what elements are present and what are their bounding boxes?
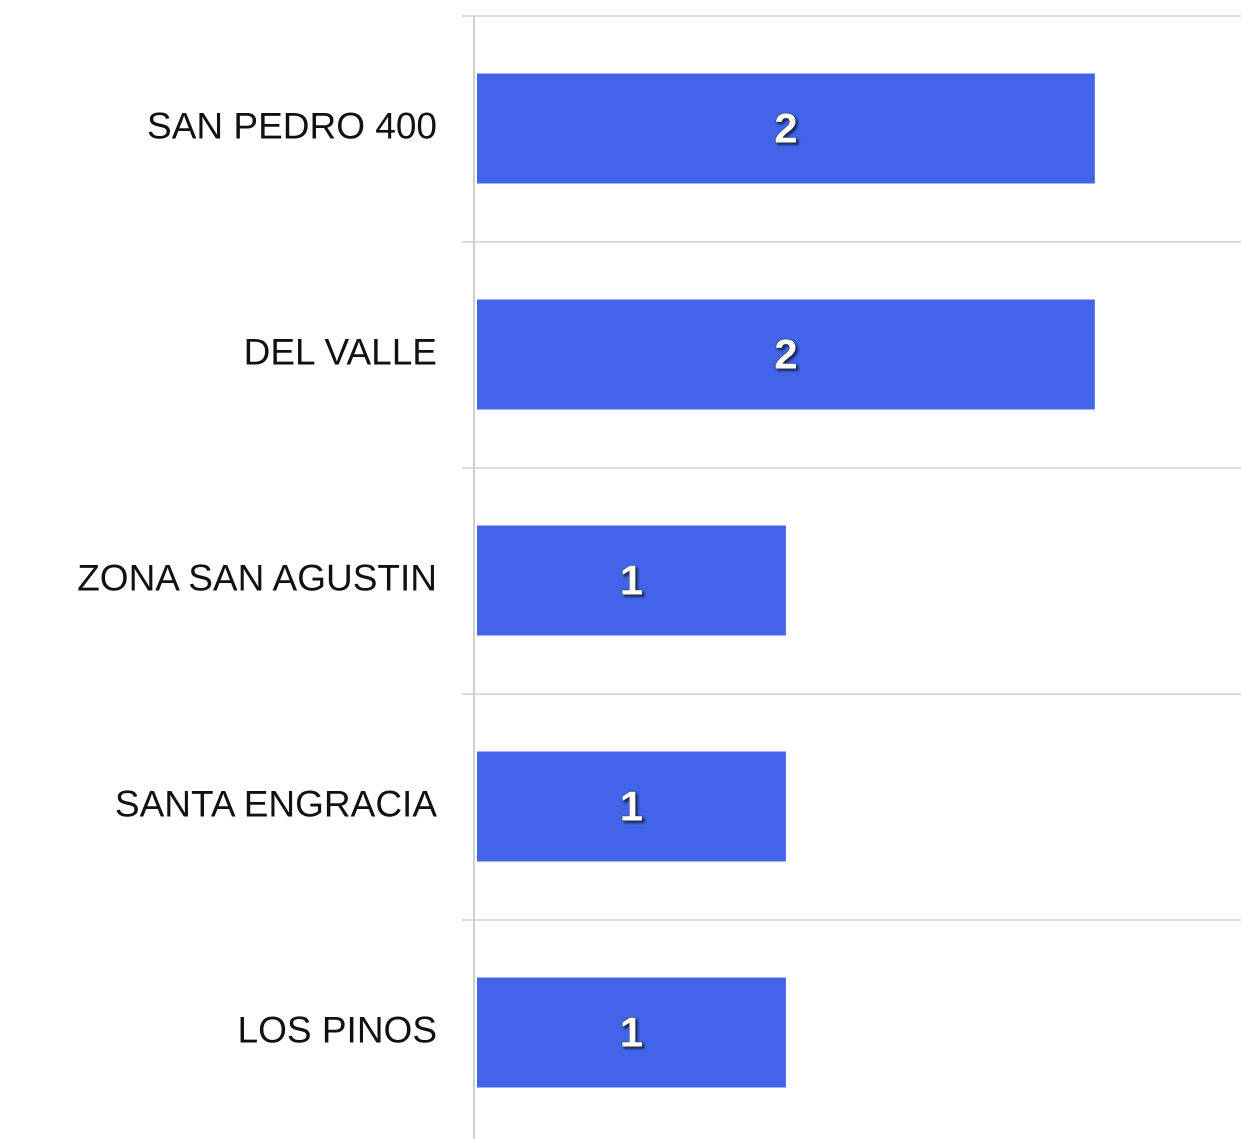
y-tick-label: SAN PEDRO 400	[147, 105, 437, 146]
bar	[477, 751, 786, 862]
data-label: 1	[620, 1009, 643, 1056]
data-label: 1	[620, 557, 643, 604]
data-label: 2	[774, 331, 797, 378]
y-tick-label: LOS PINOS	[238, 1009, 437, 1050]
bar	[477, 525, 786, 636]
bar	[477, 73, 1095, 184]
y-tick-label: SANTA ENGRACIA	[115, 783, 437, 824]
data-label: 1	[620, 783, 643, 830]
bar	[477, 299, 1095, 410]
data-label: 2	[774, 105, 797, 152]
bar	[477, 977, 786, 1088]
y-tick-label: DEL VALLE	[244, 331, 437, 372]
y-tick-label: ZONA SAN AGUSTIN	[77, 557, 437, 598]
